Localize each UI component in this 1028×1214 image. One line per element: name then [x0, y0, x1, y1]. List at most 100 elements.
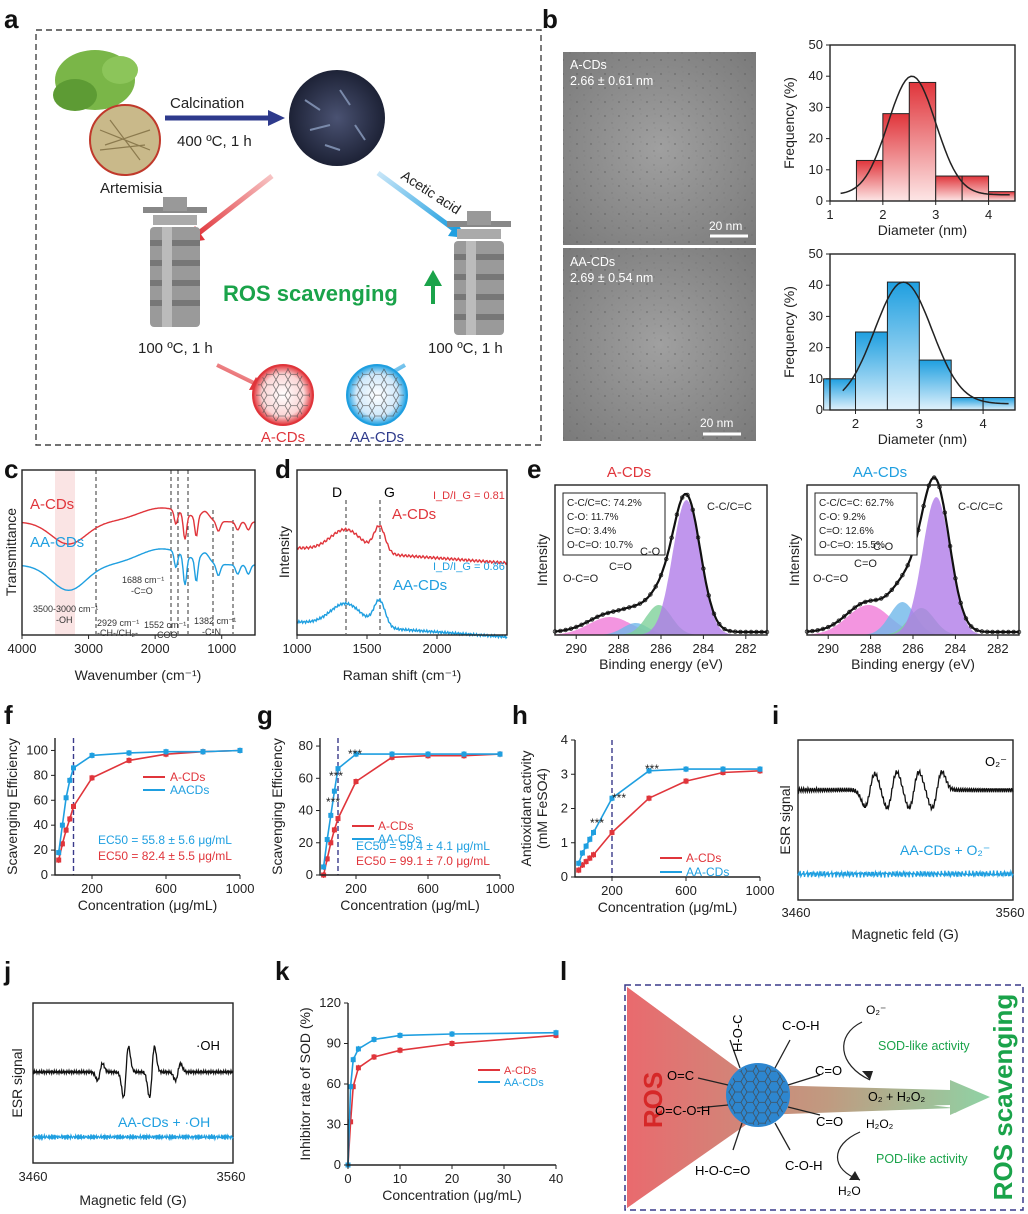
xps-xtick: 284 [945, 641, 967, 656]
l-group-4: O=C [667, 1068, 694, 1083]
xps-composition-line: C-C/C=C: 74.2% [567, 498, 642, 509]
data-point [335, 766, 341, 772]
xtick: 1000 [226, 881, 255, 896]
esr-j-aacds-label: AA-CDs + ·OH [118, 1114, 210, 1130]
xps-peak-label: C=O [609, 561, 632, 573]
xps-xlabel: Binding energy (eV) [851, 656, 975, 672]
esr-i-ylabel: ESR signal [777, 785, 793, 854]
hist-bar [988, 191, 1016, 202]
chart-axes [574, 740, 760, 878]
ftir-xlabel: Wavenumber (cm⁻¹) [75, 667, 202, 683]
raman-xtick: 2000 [423, 641, 452, 656]
esr-i-aacds-label: AA-CDs + O₂⁻ [900, 842, 990, 858]
ytick: 1 [561, 835, 568, 850]
ytick: 20 [34, 842, 48, 857]
data-point [348, 1119, 354, 1125]
esr-i-xlabel: Magnetic feld (G) [851, 926, 958, 942]
legend-entry: AA-CDs [378, 832, 421, 846]
panel-h-chart: 0 1 2 3 4 200 600 1000 Concentration (μg/mL) Anti… [518, 732, 774, 915]
xps-xlabel: Binding energy (eV) [599, 656, 723, 672]
hist-ytick: 10 [809, 162, 823, 177]
esr-i-o2-line [797, 768, 1014, 812]
hist-ytick: 50 [809, 246, 823, 261]
data-point [353, 751, 359, 757]
data-point [59, 841, 65, 847]
l-group-5: O=C-O-H [655, 1103, 710, 1118]
data-point [757, 766, 763, 772]
xps-composition-line: C=O: 12.6% [819, 526, 874, 537]
xtick: 40 [549, 1171, 563, 1186]
chart-ylabel-2: (mM FeSO4) [534, 768, 550, 849]
xps-peak-label: C-O [640, 546, 661, 558]
hist-bar [961, 175, 990, 202]
xtick: 600 [417, 881, 439, 896]
panel-b: b A-CDs 2.66 ± 0.61 nm 20 nm AA-CDs 2.69… [542, 4, 1016, 447]
xps-point [969, 624, 974, 629]
data-point [683, 778, 689, 784]
xps-ylabel: Intensity [534, 534, 550, 586]
carbonized-material [289, 70, 385, 166]
data-point [587, 836, 593, 842]
l-ros-label: ROS [638, 1072, 668, 1128]
ann-co-2: -C=O [131, 586, 153, 596]
l-pod-label: POD-like activity [876, 1152, 968, 1166]
panel-label-f: f [4, 700, 13, 730]
data-point [71, 765, 76, 771]
xps-point [847, 609, 852, 615]
xtick: 200 [81, 881, 103, 896]
k-legend-a: A-CDs [504, 1065, 537, 1077]
hist-xtick: 4 [979, 416, 986, 431]
xps-peak-label: C=O [854, 558, 877, 570]
data-point [579, 862, 585, 868]
hist-ylabel: Frequency (%) [781, 286, 797, 378]
panel-label-j: j [3, 956, 11, 986]
data-point [56, 857, 62, 863]
xps-xtick: 282 [735, 641, 757, 656]
series-line [347, 1034, 557, 1166]
ann-coo-2: -COO [154, 630, 178, 640]
hist-bar [855, 331, 888, 411]
xtick: 200 [345, 881, 367, 896]
chart-ylabel: Inhibitor rate of SOD (%) [297, 1007, 313, 1160]
oh-band-highlight [55, 470, 75, 635]
scalebar-label-2: 20 nm [700, 416, 733, 430]
g-legend: EC50 = 59.4 ± 4.1 μg/mL EC50 = 99.1 ± 7.… [326, 747, 490, 868]
chart-xlabel: Concentration (μg/mL) [598, 899, 738, 915]
xtick: 600 [155, 881, 177, 896]
ytick: 60 [299, 770, 313, 785]
histogram-bottom: 0 10 20 30 40 50 2 3 4 Diameter (nm) Frequency (%) [781, 246, 1016, 447]
xps-peak-label: C-C/C=C [958, 501, 1003, 513]
data-point [583, 843, 589, 849]
data-point [576, 867, 582, 873]
ytick: 0 [306, 867, 313, 882]
data-point [646, 795, 652, 801]
hist-ytick: 50 [809, 37, 823, 52]
tem1-name: A-CDs [570, 58, 607, 72]
ytick: 30 [327, 1117, 341, 1132]
data-point [89, 752, 95, 758]
xps-composition-line: C-O: 11.7% [567, 512, 619, 523]
xps-composition-box [814, 492, 918, 556]
f-legend-a: A-CDs [170, 770, 205, 784]
h-legend-aa: AA-CDs [686, 865, 729, 879]
esr-i-tick-2: 3560 [996, 905, 1025, 920]
hist-bar [935, 175, 963, 202]
xps-composition-line: C-O: 9.2% [819, 512, 866, 523]
hist-xtick: 4 [985, 207, 992, 222]
esr-j-aacds-line [32, 1132, 234, 1142]
xps-peak-label: O-C=O [813, 573, 849, 585]
data-point [720, 770, 726, 776]
aa-cds-label: AA-CDs [350, 429, 404, 446]
ftir-xtick: 4000 [8, 641, 37, 656]
hist-ytick: 40 [809, 68, 823, 83]
k-legend-aa: AA-CDs [504, 1077, 544, 1089]
data-point [355, 1046, 361, 1052]
raman-xtick: 1000 [283, 641, 312, 656]
ann-ch-2: -CH-/CH₂- [97, 628, 138, 638]
ytick: 60 [327, 1076, 341, 1091]
ytick: 120 [319, 995, 341, 1010]
raman-legend-aa: AA-CDs [393, 577, 447, 594]
ytick: 4 [561, 732, 568, 747]
calcination-condition: 400 ºC, 1 h [177, 133, 252, 150]
esr-j-axes [32, 1002, 234, 1164]
